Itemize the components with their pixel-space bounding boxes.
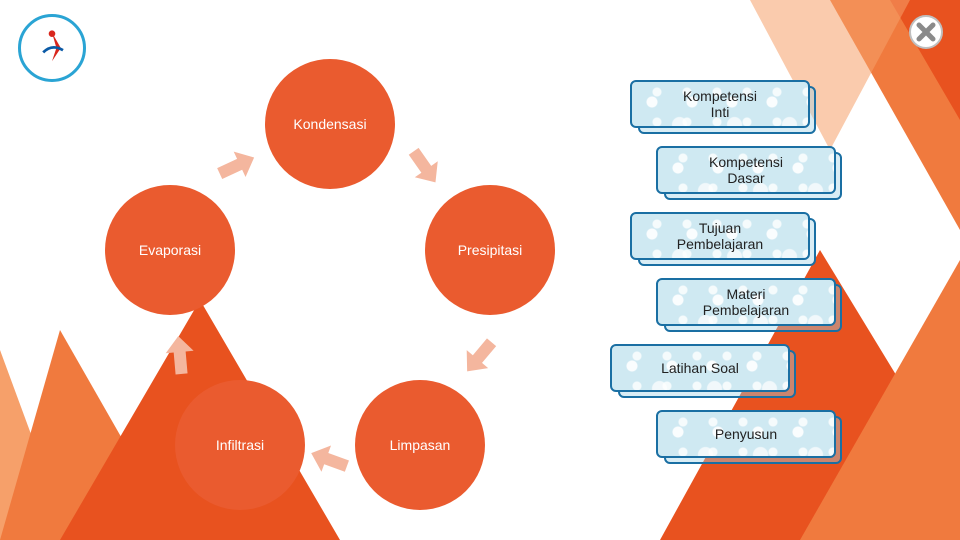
cycle-node-presipitasi: Presipitasi (425, 185, 555, 315)
curriculum-logo (18, 14, 86, 82)
cycle-arrow-infiltrasi-to-evaporasi (154, 330, 206, 382)
nav-item-label: Penyusun (715, 426, 777, 442)
nav-item-tujuan[interactable]: Tujuan Pembelajaran (630, 212, 810, 260)
nav-item-label: Tujuan Pembelajaran (677, 220, 763, 252)
nav-item-face: Kompetensi Dasar (656, 146, 836, 194)
cycle-node-label: Evaporasi (139, 242, 201, 258)
nav-item-label: Kompetensi Inti (683, 88, 757, 120)
nav-item-label: Materi Pembelajaran (703, 286, 789, 318)
nav-item-penyusun[interactable]: Penyusun (656, 410, 836, 458)
nav-item-label: Kompetensi Dasar (709, 154, 783, 186)
cycle-node-kondensasi: Kondensasi (265, 59, 395, 189)
nav-item-latihan[interactable]: Latihan Soal (610, 344, 790, 392)
nav-item-ki[interactable]: Kompetensi Inti (630, 80, 810, 128)
cycle-node-label: Infiltrasi (216, 437, 264, 453)
cycle-node-limpasan: Limpasan (355, 380, 485, 510)
cycle-node-evaporasi: Evaporasi (105, 185, 235, 315)
cycle-arrow-evaporasi-to-kondensasi (204, 134, 268, 198)
cycle-node-label: Presipitasi (458, 242, 523, 258)
nav-item-label: Latihan Soal (661, 360, 739, 376)
nav-item-face: Latihan Soal (610, 344, 790, 392)
cycle-arrow-kondensasi-to-presipitasi (391, 133, 458, 200)
nav-item-materi[interactable]: Materi Pembelajaran (656, 278, 836, 326)
nav-item-face: Materi Pembelajaran (656, 278, 836, 326)
close-button[interactable] (908, 14, 944, 50)
cycle-node-label: Limpasan (390, 437, 451, 453)
nav-item-kd[interactable]: Kompetensi Dasar (656, 146, 836, 194)
nav-item-face: Tujuan Pembelajaran (630, 212, 810, 260)
cycle-arrow-limpasan-to-infiltrasi (299, 429, 361, 491)
cycle-node-infiltrasi: Infiltrasi (175, 380, 305, 510)
cycle-arrow-presipitasi-to-limpasan (446, 322, 514, 390)
nav-item-face: Kompetensi Inti (630, 80, 810, 128)
water-cycle-diagram: Kondensasi Presipitasi Limpasan Infiltrasi E… (80, 60, 580, 520)
nav-menu: Kompetensi Inti Kompetensi Dasar Tujuan Pe… (630, 80, 860, 476)
cycle-node-label: Kondensasi (293, 116, 366, 132)
nav-item-face: Penyusun (656, 410, 836, 458)
